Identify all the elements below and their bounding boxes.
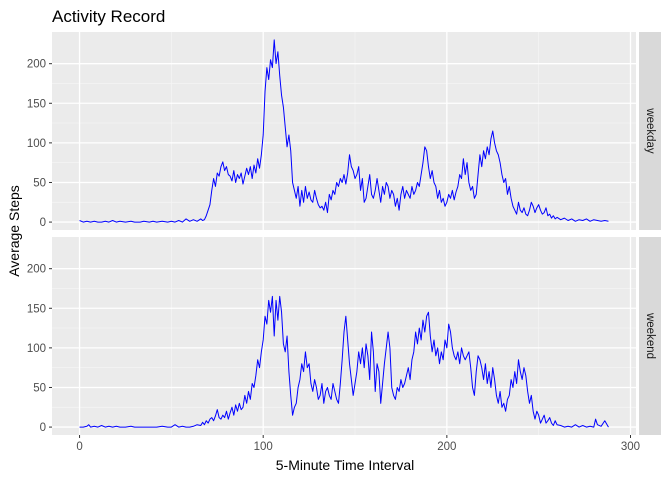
y-tick-label-50: 50 (33, 177, 46, 189)
facet-label-weekday: weekday (644, 107, 656, 154)
panel-background (52, 32, 636, 230)
y-axis-title: Average Steps (6, 185, 22, 277)
y-tick-label-0: 0 (40, 422, 46, 434)
x-tick-label-200: 200 (437, 441, 456, 453)
facet-label-weekend: weekend (644, 312, 656, 359)
series-line-weekend (79, 295, 609, 428)
x-tick-label-100: 100 (254, 441, 273, 453)
y-tick-label-100: 100 (27, 138, 46, 150)
series-line-weekday (79, 39, 609, 223)
y-tick-label-0: 0 (40, 217, 46, 229)
facet-strip-weekday (639, 32, 661, 230)
y-tick-label-150: 150 (27, 303, 46, 315)
x-tick-label-0: 0 (76, 441, 82, 453)
y-tick-label-150: 150 (27, 98, 46, 110)
y-tick-label-200: 200 (27, 264, 46, 276)
y-tick-label-100: 100 (27, 343, 46, 355)
panel-weekday: 0 50 100 150 200 weekday (27, 32, 661, 230)
x-tick-label-300: 300 (621, 441, 640, 453)
facet-strip-weekend (639, 237, 661, 435)
y-tick-label-50: 50 (33, 382, 46, 394)
y-tick-label-200: 200 (27, 59, 46, 71)
panel-weekend: 0 50 100 150 200 weekend 0 100 200 300 (27, 237, 661, 453)
x-axis-title: 5-Minute Time Interval (276, 457, 415, 473)
chart-title: Activity Record (52, 7, 165, 26)
panels: 0 50 100 150 200 weekday 0 50 100 150 200 weekend 0 1… (27, 32, 661, 453)
